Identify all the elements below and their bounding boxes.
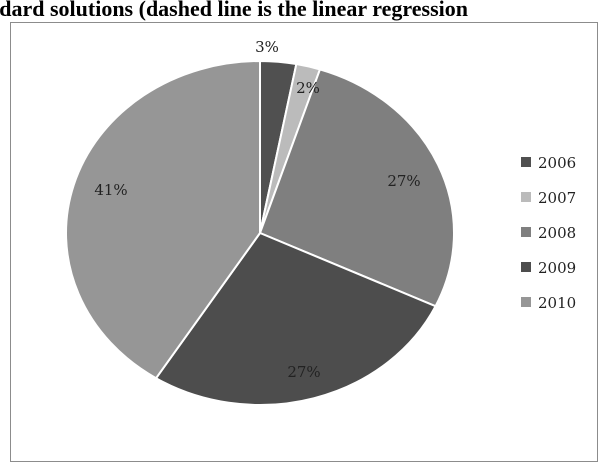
slice-label-2008: 27% (387, 172, 420, 190)
pie-slice-2008 (258, 68, 455, 308)
slice-label-2006: 3% (255, 38, 279, 56)
legend-label-2008: 2008 (538, 224, 576, 242)
pie-slice-2009 (154, 231, 437, 406)
slice-label-2007: 2% (296, 79, 320, 97)
slice-label-2010: 41% (94, 181, 127, 199)
legend: 2006 2007 2008 2009 2010 (521, 154, 576, 312)
legend-label-2010: 2010 (538, 294, 576, 312)
pie-slices (65, 59, 455, 406)
slice-labels: 3% 2% 27% 27% 41% (94, 38, 420, 381)
legend-label-2009: 2009 (538, 259, 576, 277)
figure-caption: ndard solutions (dashed line is the line… (0, 0, 600, 22)
legend-swatch-2006 (521, 157, 531, 167)
pie-slice-2010 (65, 59, 261, 380)
caption-text: ndard solutions (dashed line is the line… (0, 0, 469, 21)
slice-label-2009: 27% (287, 363, 320, 381)
legend-swatch-2010 (521, 297, 531, 307)
legend-swatch-2008 (521, 227, 531, 237)
legend-swatch-2009 (521, 262, 531, 272)
legend-label-2006: 2006 (538, 154, 576, 172)
pie-chart: 3% 2% 27% 27% 41% 2006 2007 2008 2009 2010 (65, 38, 576, 406)
legend-swatch-2007 (521, 192, 531, 202)
legend-label-2007: 2007 (538, 189, 576, 207)
